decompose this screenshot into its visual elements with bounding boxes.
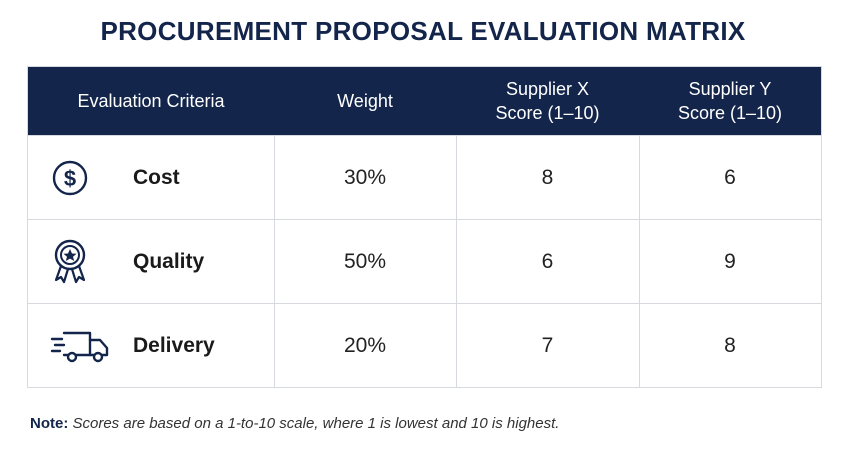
cell-value: 50% xyxy=(274,219,456,303)
criterion: Delivery xyxy=(28,303,274,387)
header-line: Weight xyxy=(337,91,393,111)
column-header: Supplier Y Score (1–10) xyxy=(639,67,821,135)
criterion-icon xyxy=(50,238,90,292)
header-line: Score (1–10) xyxy=(495,103,600,123)
column-divider xyxy=(456,135,457,387)
cell-text: 8 xyxy=(724,333,736,357)
note: Note: Scores are based on a 1-to-10 scal… xyxy=(30,415,559,432)
criterion-icon xyxy=(50,325,112,373)
cell-value: 20% xyxy=(274,303,456,387)
column-header: Supplier X Score (1–10) xyxy=(456,67,639,135)
note-label: Note: xyxy=(30,415,69,432)
cell-value: 9 xyxy=(639,219,821,303)
cell-value: 6 xyxy=(456,219,639,303)
cell-text: Cost xyxy=(133,165,180,189)
cell-value: 30% xyxy=(274,135,456,219)
title: PROCUREMENT PROPOSAL EVALUATION MATRIX xyxy=(100,16,746,46)
cell-text: 50% xyxy=(343,249,387,273)
cell-text: 7 xyxy=(541,333,554,357)
header-line: Supplier Y xyxy=(688,79,772,99)
cell-value: 8 xyxy=(639,303,821,387)
cell-text: Delivery xyxy=(133,333,215,357)
column-divider xyxy=(639,135,640,387)
note-text: Scores are based on a 1-to-10 scale, whe… xyxy=(72,415,560,432)
cell-text: 30% xyxy=(343,165,387,189)
column-header: Weight xyxy=(274,67,456,135)
cell-text: 20% xyxy=(343,333,387,357)
criterion: Cost $ xyxy=(28,135,274,219)
svg-text:$: $ xyxy=(64,166,76,191)
criterion-icon: $ xyxy=(50,157,90,205)
cell-value: 8 xyxy=(456,135,639,219)
column-header: Evaluation Criteria xyxy=(28,67,274,135)
header-line: Supplier X xyxy=(505,79,590,99)
header-line: Evaluation Criteria xyxy=(77,91,225,111)
cell-value: 6 xyxy=(639,135,821,219)
table: Evaluation Criteria Weight Supplier X Score… xyxy=(27,66,822,388)
cell-value: 7 xyxy=(456,303,639,387)
cell-text: 6 xyxy=(541,249,554,273)
column-divider xyxy=(274,135,275,387)
cell-text: Quality xyxy=(133,249,205,273)
cell-text: 8 xyxy=(541,165,554,189)
cell-text: 6 xyxy=(724,165,736,189)
cell-text: 9 xyxy=(724,249,736,273)
header-line: Score (1–10) xyxy=(677,103,783,123)
criterion: Quality xyxy=(28,219,274,303)
